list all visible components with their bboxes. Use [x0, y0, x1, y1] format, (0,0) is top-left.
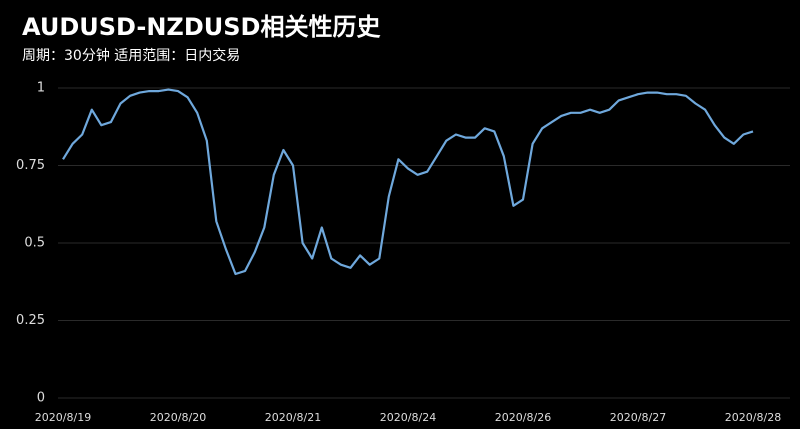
x-tick-label: 2020/8/27 — [610, 411, 666, 424]
y-tick-label: 0.5 — [24, 236, 45, 251]
x-tick-label: 2020/8/24 — [380, 411, 436, 424]
chart-title: AUDUSD-NZDUSD相关性历史 — [22, 13, 381, 41]
chart-subtitle: 周期：30分钟 适用范围：日内交易 — [22, 47, 240, 64]
x-tick-label: 2020/8/21 — [265, 411, 321, 424]
x-tick-label: 2020/8/26 — [495, 411, 551, 424]
y-tick-label: 0 — [37, 391, 45, 406]
y-tick-label: 0.25 — [16, 313, 45, 328]
x-tick-label: 2020/8/20 — [150, 411, 206, 424]
x-tick-label: 2020/8/28 — [725, 411, 781, 424]
line — [62, 88, 754, 276]
x-tick-label: 2020/8/19 — [35, 411, 91, 424]
y-tick-label: 0.75 — [16, 158, 45, 173]
y-tick-label: 1 — [37, 81, 45, 96]
